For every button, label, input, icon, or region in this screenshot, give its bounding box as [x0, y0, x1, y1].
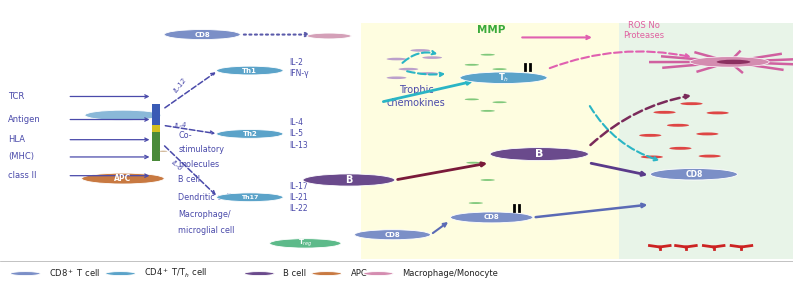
Ellipse shape — [270, 239, 341, 248]
Ellipse shape — [641, 156, 663, 158]
Ellipse shape — [667, 124, 689, 127]
Ellipse shape — [465, 64, 479, 66]
Text: molecules: molecules — [178, 160, 220, 169]
Text: B: B — [345, 175, 353, 185]
Text: class II: class II — [8, 171, 36, 180]
Ellipse shape — [650, 168, 737, 180]
Text: IL-6: IL-6 — [170, 159, 184, 172]
Text: IL-4: IL-4 — [174, 122, 187, 129]
Ellipse shape — [419, 72, 439, 75]
Text: IL-17
IL-21
IL-22: IL-17 IL-21 IL-22 — [289, 182, 308, 213]
Text: Macrophage/: Macrophage/ — [178, 210, 231, 219]
Ellipse shape — [363, 272, 393, 276]
Text: IL-2
IFN-γ: IL-2 IFN-γ — [289, 58, 309, 78]
Ellipse shape — [387, 58, 407, 60]
Text: CD4$^+$ T/T$_h$ cell: CD4$^+$ T/T$_h$ cell — [144, 267, 208, 280]
Text: CD8: CD8 — [194, 32, 210, 37]
Ellipse shape — [460, 72, 547, 84]
Ellipse shape — [216, 130, 283, 138]
Text: Th2: Th2 — [243, 131, 257, 137]
Text: CD8: CD8 — [385, 232, 400, 238]
FancyBboxPatch shape — [619, 23, 793, 259]
Ellipse shape — [82, 173, 164, 184]
Text: (MHC): (MHC) — [8, 152, 34, 162]
Ellipse shape — [465, 98, 479, 100]
Ellipse shape — [411, 49, 431, 52]
Ellipse shape — [669, 147, 691, 150]
Text: Antigen: Antigen — [8, 115, 40, 124]
Ellipse shape — [105, 272, 136, 276]
Text: Th1: Th1 — [243, 68, 257, 73]
Text: CD8: CD8 — [685, 170, 703, 179]
Ellipse shape — [307, 33, 351, 39]
Text: B cell: B cell — [178, 175, 201, 185]
Text: T$_{reg}$: T$_{reg}$ — [298, 238, 312, 249]
Ellipse shape — [481, 179, 495, 181]
Ellipse shape — [699, 155, 721, 158]
Text: Dendritic cell: Dendritic cell — [178, 193, 232, 202]
Ellipse shape — [639, 134, 661, 137]
Text: HLA: HLA — [8, 135, 25, 144]
Ellipse shape — [399, 68, 419, 71]
Text: T$_h$: T$_h$ — [498, 71, 509, 84]
Ellipse shape — [492, 68, 507, 70]
Ellipse shape — [696, 132, 718, 135]
Text: TCR: TCR — [8, 92, 24, 101]
Ellipse shape — [717, 60, 750, 64]
Text: IL-4
IL-5
IL-13: IL-4 IL-5 IL-13 — [289, 118, 308, 149]
Text: Th17: Th17 — [241, 195, 259, 200]
Ellipse shape — [216, 193, 283, 202]
FancyBboxPatch shape — [152, 125, 160, 132]
Ellipse shape — [216, 66, 283, 75]
Text: B cell: B cell — [283, 269, 306, 278]
Ellipse shape — [690, 57, 769, 67]
FancyBboxPatch shape — [361, 23, 619, 259]
Text: CD8$^+$ T cell: CD8$^+$ T cell — [49, 268, 101, 279]
Text: microglial cell: microglial cell — [178, 226, 235, 235]
Ellipse shape — [312, 272, 342, 276]
Ellipse shape — [469, 202, 483, 204]
Ellipse shape — [10, 272, 40, 276]
Text: APC: APC — [351, 269, 367, 278]
Text: Macrophage/Monocyte: Macrophage/Monocyte — [402, 269, 498, 278]
Ellipse shape — [653, 111, 676, 114]
Ellipse shape — [85, 110, 161, 120]
Text: MMP: MMP — [477, 25, 506, 35]
FancyBboxPatch shape — [152, 132, 160, 161]
Text: CD8: CD8 — [484, 215, 500, 220]
Ellipse shape — [492, 101, 507, 103]
Ellipse shape — [354, 230, 431, 240]
Ellipse shape — [303, 174, 395, 186]
Ellipse shape — [164, 30, 240, 39]
Ellipse shape — [387, 76, 407, 79]
Text: IL-12: IL-12 — [173, 76, 188, 94]
Ellipse shape — [450, 212, 533, 223]
Ellipse shape — [707, 111, 729, 114]
Text: APC: APC — [114, 174, 132, 183]
FancyBboxPatch shape — [152, 104, 160, 161]
Ellipse shape — [466, 162, 481, 164]
Ellipse shape — [490, 147, 588, 161]
Ellipse shape — [680, 102, 703, 105]
Ellipse shape — [481, 54, 495, 56]
Ellipse shape — [423, 56, 442, 59]
Text: Trophic
chemokines: Trophic chemokines — [387, 85, 446, 108]
Ellipse shape — [244, 272, 274, 276]
Ellipse shape — [481, 110, 495, 112]
Text: Co-: Co- — [178, 131, 192, 140]
Text: ROS No
Proteases: ROS No Proteases — [623, 20, 665, 40]
Text: stimulatory: stimulatory — [178, 145, 224, 154]
Text: B: B — [535, 149, 543, 159]
